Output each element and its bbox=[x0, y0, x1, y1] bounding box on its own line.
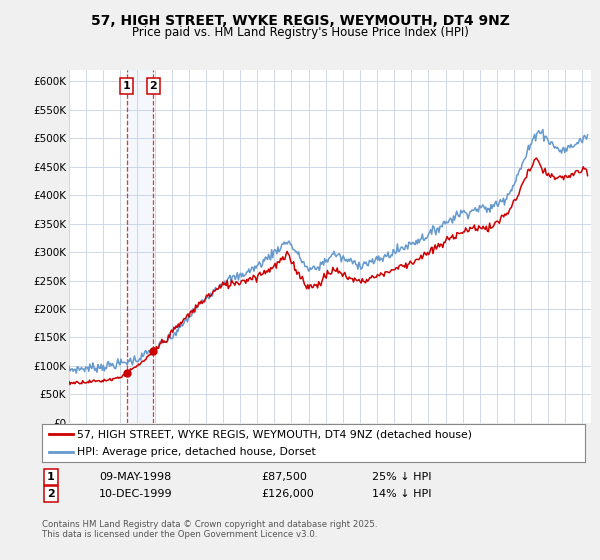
Text: 09-MAY-1998: 09-MAY-1998 bbox=[99, 472, 171, 482]
Text: 1: 1 bbox=[47, 472, 55, 482]
Text: Contains HM Land Registry data © Crown copyright and database right 2025.
This d: Contains HM Land Registry data © Crown c… bbox=[42, 520, 377, 539]
Text: 57, HIGH STREET, WYKE REGIS, WEYMOUTH, DT4 9NZ: 57, HIGH STREET, WYKE REGIS, WEYMOUTH, D… bbox=[91, 14, 509, 28]
Bar bbox=[127, 70, 153, 423]
Text: 57, HIGH STREET, WYKE REGIS, WEYMOUTH, DT4 9NZ (detached house): 57, HIGH STREET, WYKE REGIS, WEYMOUTH, D… bbox=[77, 429, 472, 439]
Text: 25% ↓ HPI: 25% ↓ HPI bbox=[372, 472, 431, 482]
Text: 2: 2 bbox=[149, 81, 157, 91]
Text: HPI: Average price, detached house, Dorset: HPI: Average price, detached house, Dors… bbox=[77, 447, 316, 457]
Text: 14% ↓ HPI: 14% ↓ HPI bbox=[372, 489, 431, 499]
Text: 10-DEC-1999: 10-DEC-1999 bbox=[99, 489, 173, 499]
Text: 2: 2 bbox=[47, 489, 55, 499]
Text: £126,000: £126,000 bbox=[261, 489, 314, 499]
Text: 1: 1 bbox=[123, 81, 131, 91]
Text: £87,500: £87,500 bbox=[261, 472, 307, 482]
Text: Price paid vs. HM Land Registry's House Price Index (HPI): Price paid vs. HM Land Registry's House … bbox=[131, 26, 469, 39]
